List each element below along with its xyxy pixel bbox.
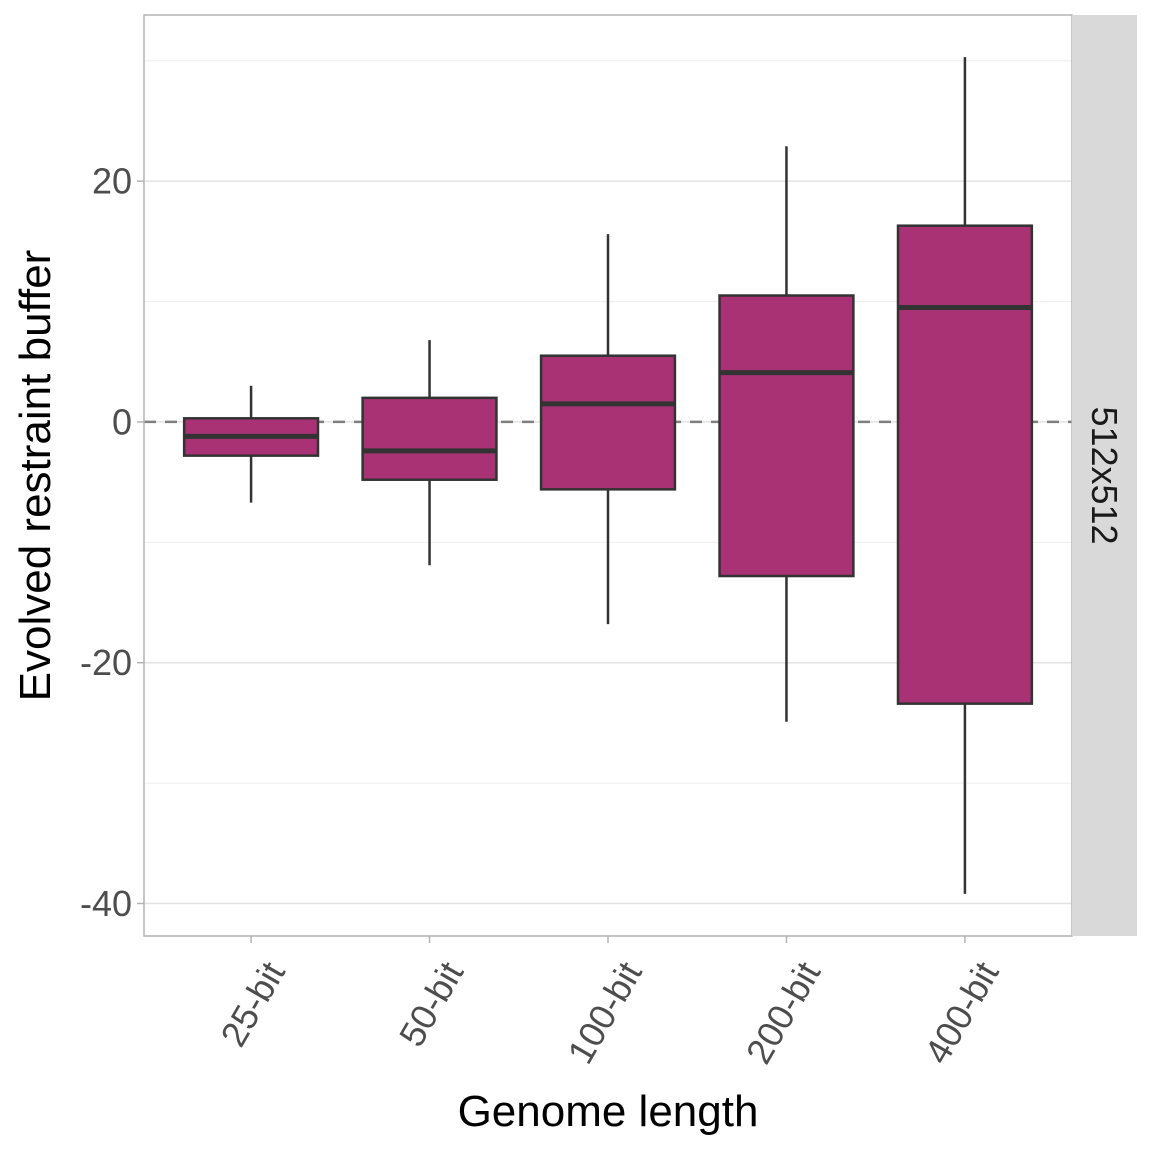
y-axis: -40 -20 0 20 [80,161,144,924]
y-tick-label: 20 [92,161,132,202]
facet-strip [1072,15,1137,936]
x-tick-label: 200-bit [738,955,829,1071]
y-tick-label: -40 [80,883,132,924]
box-body [361,396,498,481]
box-100-bit [539,234,677,625]
y-axis-title: Evolved restraint buffer [11,250,60,702]
x-tick-label: 25-bit [212,955,293,1053]
box-body [896,224,1034,705]
box-25-bit [182,385,320,503]
y-tick-label: -20 [80,642,132,683]
box-400-bit [896,57,1034,894]
boxes-group [182,57,1034,894]
box-body [539,354,677,491]
facet-strip-label: 512x512 [1084,406,1125,544]
x-tick-label: 400-bit [916,955,1007,1071]
box-200-bit [718,146,855,722]
y-tick-label: 0 [112,401,132,442]
box-body [718,294,855,578]
x-axis: 25-bit 50-bit 100-bit 200-bit 400-bit [212,936,1007,1071]
x-axis-title: Genome length [458,1087,759,1136]
box-50-bit [361,340,498,566]
x-tick-label: 100-bit [559,955,650,1071]
x-tick-label: 50-bit [391,955,472,1053]
